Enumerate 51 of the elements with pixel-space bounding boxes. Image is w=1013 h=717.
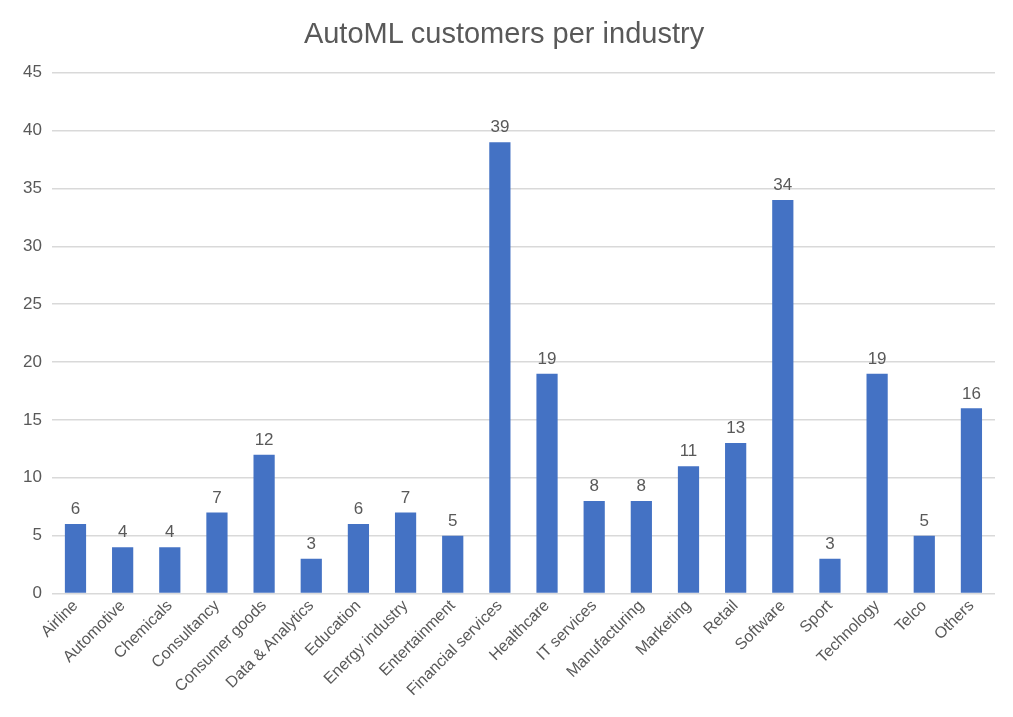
data-label: 6 <box>70 499 81 519</box>
y-tick-label: 30 <box>22 236 42 256</box>
bar <box>960 408 983 593</box>
bar <box>489 142 511 593</box>
data-label: 16 <box>961 383 981 403</box>
bar <box>253 454 275 593</box>
y-tick-label: 5 <box>32 525 42 545</box>
data-label: 5 <box>447 510 458 530</box>
bar <box>347 524 370 593</box>
data-label: 11 <box>679 441 698 461</box>
data-label: 4 <box>165 522 175 542</box>
bar <box>772 200 794 593</box>
y-tick-label: 45 <box>22 62 42 82</box>
y-tick-label: 0 <box>32 583 42 603</box>
y-tick-label: 35 <box>22 178 42 198</box>
data-label: 8 <box>636 476 647 496</box>
data-label: 6 <box>353 499 364 519</box>
y-tick-label: 15 <box>22 409 42 429</box>
bar <box>583 500 605 593</box>
data-label: 19 <box>537 348 557 368</box>
data-label: 5 <box>919 510 929 530</box>
data-label: 34 <box>773 175 793 195</box>
bar <box>442 535 464 593</box>
y-tick-label: 10 <box>22 467 42 487</box>
data-label: 13 <box>726 418 746 438</box>
bar <box>725 443 747 593</box>
bar <box>206 512 228 593</box>
bar <box>394 512 417 593</box>
bar <box>866 373 888 593</box>
chart-title: AutoML customers per industry <box>303 17 705 50</box>
data-label: 3 <box>825 533 835 553</box>
bar <box>300 558 322 593</box>
bar <box>913 535 935 593</box>
data-label: 12 <box>254 429 274 449</box>
data-label: 7 <box>400 487 411 507</box>
bar <box>819 558 841 593</box>
data-label: 4 <box>117 522 128 542</box>
data-label: 7 <box>212 487 222 507</box>
y-tick-label: 25 <box>22 293 42 313</box>
bar <box>64 524 87 593</box>
y-tick-label: 40 <box>22 120 42 140</box>
data-label: 39 <box>490 117 510 137</box>
bar <box>536 373 558 593</box>
data-label: 8 <box>589 476 599 496</box>
data-label: 19 <box>867 348 887 368</box>
data-label: 3 <box>306 533 316 553</box>
bar <box>112 547 134 593</box>
bar <box>677 466 700 593</box>
bar <box>630 500 652 593</box>
bar <box>159 547 181 593</box>
y-tick-label: 20 <box>22 351 42 371</box>
